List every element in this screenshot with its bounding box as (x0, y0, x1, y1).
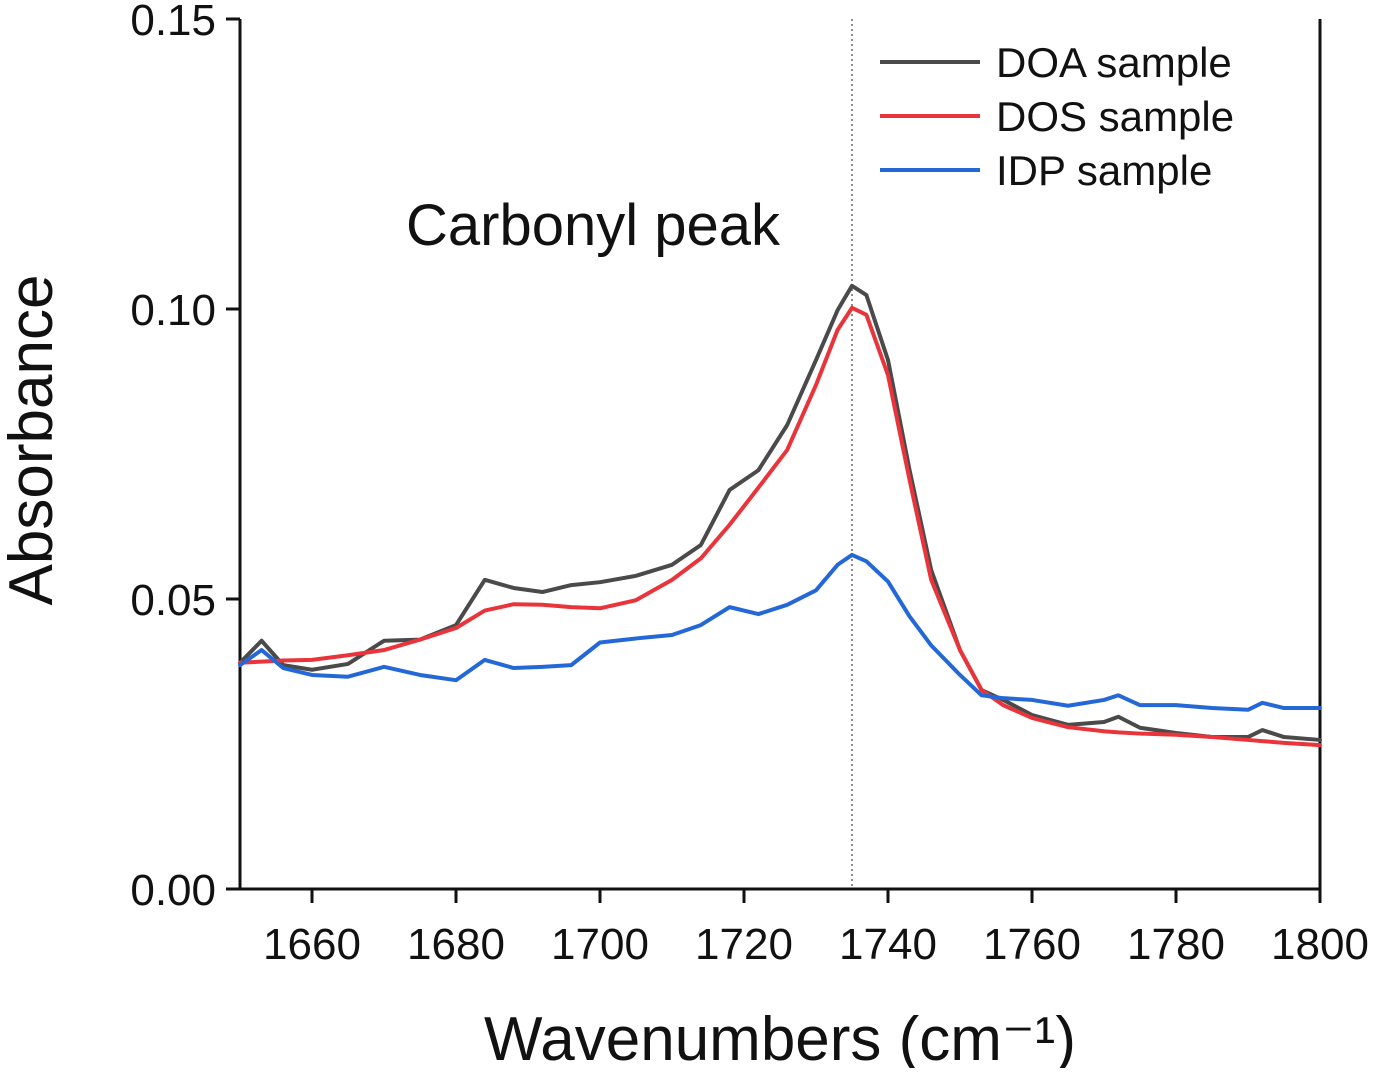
x-tick-label: 1740 (839, 920, 937, 969)
legend-label: DOS sample (996, 93, 1234, 140)
x-tick-label: 1800 (1271, 920, 1369, 969)
y-tick-label: 0.00 (130, 866, 216, 915)
series-line (238, 305, 1322, 748)
y-axis-label: Absorbance (0, 275, 66, 606)
x-tick-label: 1700 (551, 920, 649, 969)
y-tick-label: 0.05 (130, 576, 216, 625)
y-tick-label: 0.15 (130, 0, 216, 45)
x-tick-label: 1780 (1127, 920, 1225, 969)
x-tick-label: 1720 (695, 920, 793, 969)
x-axis-label: Wavenumbers (cm⁻¹) (484, 1005, 1076, 1068)
series-line (238, 552, 1322, 712)
x-tick-label: 1680 (407, 920, 505, 969)
x-tick-label: 1760 (983, 920, 1081, 969)
y-tick-label: 0.10 (130, 286, 216, 335)
x-tick-label: 1660 (263, 920, 361, 969)
legend-label: IDP sample (996, 147, 1212, 194)
legend-label: DOA sample (996, 39, 1232, 86)
annotation: Carbonyl peak (406, 193, 781, 258)
